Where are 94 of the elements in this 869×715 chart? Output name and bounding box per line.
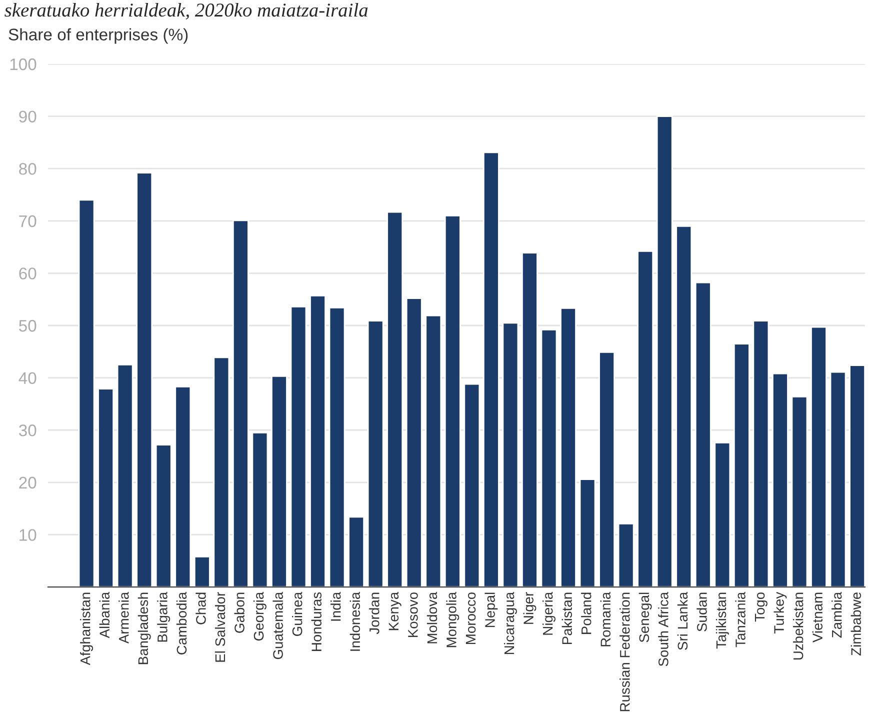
x-tick-label: Gabon [234, 592, 244, 633]
bar [618, 523, 634, 587]
bar [560, 308, 576, 587]
x-tick-label: Kenya [388, 592, 402, 630]
bar [598, 351, 616, 587]
bar [174, 386, 192, 587]
bar [444, 214, 461, 587]
x-tick-label: Kosovo [408, 592, 418, 638]
bar [406, 298, 422, 587]
x-tick-label: Guatemala [272, 592, 283, 660]
x-tick-label: Bulgaria [157, 592, 170, 642]
bar [676, 225, 692, 587]
bar [252, 432, 268, 587]
y-tick-label: 30 [18, 424, 36, 436]
x-tick-label: Sri Lanka [677, 592, 688, 650]
y-tick-label: 80 [19, 163, 36, 175]
bar [348, 516, 365, 587]
bar [694, 282, 712, 587]
x-tick-label: Togo [754, 592, 768, 622]
x-tick-label: Russian Federation [620, 592, 630, 712]
x-tick-label: Georgia [253, 592, 266, 641]
bar [328, 307, 346, 587]
x-tick-label: Albania [99, 592, 110, 638]
bar [830, 371, 846, 587]
y-tick-label: 60 [19, 268, 36, 280]
x-tick-label: Pakistan [562, 592, 572, 644]
y-tick-label: 20 [19, 476, 36, 489]
bar [482, 152, 500, 587]
x-tick-label: Armenia [118, 592, 129, 644]
bar [367, 320, 384, 587]
chart-title: skeratuako herrialdeak, 2020ko maiatza-iraila [4, 3, 368, 20]
bar [386, 211, 404, 587]
bar [271, 376, 288, 587]
y-tick-label: 100 [10, 58, 36, 70]
bar [290, 306, 307, 587]
bar [502, 322, 519, 587]
x-tick-label: El Salvador [214, 592, 226, 662]
bar [310, 294, 326, 587]
y-tick-label: 70 [19, 215, 36, 228]
x-tick-label: Jordan [369, 592, 380, 634]
bar [232, 220, 249, 587]
x-tick-label: Uzbekistan [793, 592, 804, 660]
x-tick-label: Honduras [311, 592, 322, 651]
x-tick-label: Tajikistan [716, 592, 729, 649]
x-tick-label: Morocco [466, 592, 476, 644]
x-tick-label: Senegal [638, 592, 652, 642]
bar [733, 343, 750, 587]
bar [425, 314, 442, 587]
bar [136, 172, 153, 587]
x-tick-label: Afghanistan [80, 592, 94, 666]
bar [194, 556, 210, 587]
bar [98, 388, 114, 587]
x-tick-label: Zimbabwe [850, 592, 862, 656]
y-tick-label: 10 [20, 529, 36, 541]
x-tick-label: Zambia [832, 592, 842, 638]
x-tick-label: Tanzania [735, 592, 746, 648]
x-tick-label: Chad [196, 592, 206, 624]
x-tick-label: Vietnam [812, 592, 822, 643]
bar [78, 199, 95, 587]
y-tick-label: 40 [18, 372, 36, 384]
bar [714, 442, 731, 587]
y-tick-label: 90 [19, 110, 36, 123]
bar [464, 383, 480, 587]
x-tick-label: Sudan [696, 592, 707, 632]
x-tick-label: Guinea [292, 592, 302, 636]
bar [522, 252, 538, 587]
bar [810, 326, 827, 587]
x-tick-label: Poland [581, 592, 592, 634]
y-axis-title: Share of enterprises (%) [8, 28, 188, 44]
x-tick-label: Cambodia [176, 592, 187, 654]
bar [540, 328, 558, 587]
x-tick-label: Niger [523, 592, 536, 624]
x-tick-label: Bangladesh [138, 592, 151, 664]
bar [116, 364, 134, 587]
bar [772, 372, 788, 587]
x-tick-label: South Africa [658, 592, 668, 666]
x-tick-label: Nicaragua [504, 592, 517, 654]
bar [752, 320, 770, 587]
bar [155, 444, 172, 587]
x-tick-label: India [330, 592, 341, 621]
bar [849, 364, 865, 587]
x-tick-label: Indonesia [350, 592, 360, 651]
bar [213, 356, 230, 587]
x-tick-label: Nigeria [542, 592, 556, 635]
bar [791, 396, 808, 587]
bar [637, 250, 654, 587]
x-tick-label: Nepal [484, 592, 498, 628]
x-tick-label: Moldova [426, 592, 438, 644]
x-tick-label: Turkey [774, 592, 787, 634]
bar [579, 478, 596, 587]
x-tick-label: Romania [600, 592, 611, 646]
x-tick-label: Mongolia [446, 592, 460, 648]
y-tick-label: 50 [19, 320, 36, 332]
bar [656, 116, 673, 587]
